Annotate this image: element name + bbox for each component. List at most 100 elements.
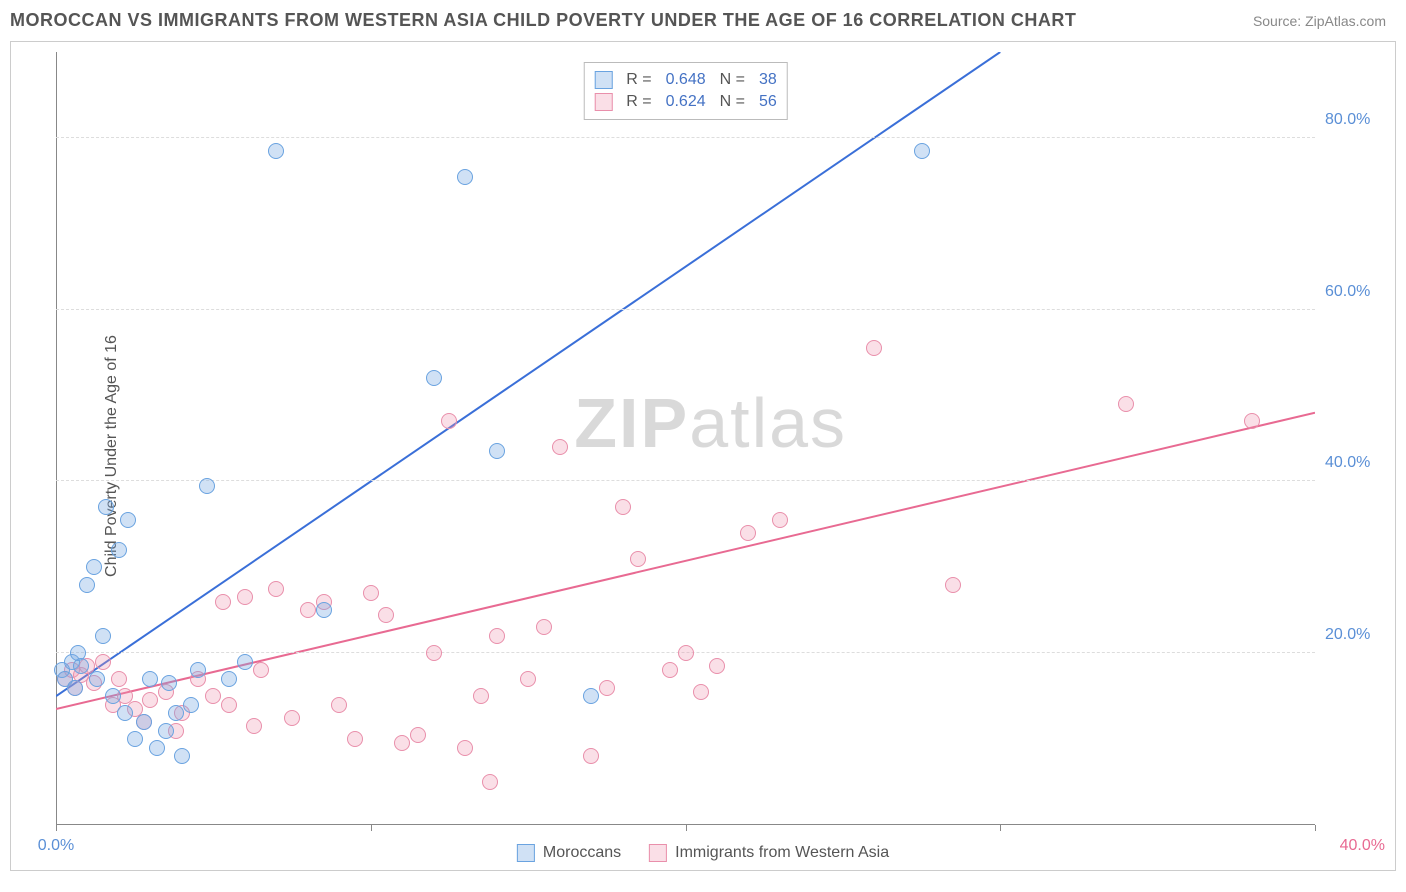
legend-swatch-pink <box>649 844 667 862</box>
data-point-pink <box>394 735 410 751</box>
r-label: R = <box>626 71 651 89</box>
watermark: ZIPatlas <box>574 383 847 463</box>
data-point-pink <box>300 602 316 618</box>
data-point-blue <box>183 697 199 713</box>
data-point-pink <box>866 340 882 356</box>
data-point-pink <box>630 551 646 567</box>
data-point-blue <box>914 143 930 159</box>
data-point-pink <box>693 684 709 700</box>
data-point-pink <box>268 581 284 597</box>
data-point-blue <box>86 559 102 575</box>
data-point-pink <box>363 585 379 601</box>
data-point-pink <box>457 740 473 756</box>
data-point-pink <box>772 512 788 528</box>
xtick-mark <box>1000 825 1001 831</box>
gridline-h <box>56 309 1315 310</box>
data-point-blue <box>316 602 332 618</box>
data-point-blue <box>89 671 105 687</box>
data-point-pink <box>615 499 631 515</box>
stats-swatch-blue <box>594 71 612 89</box>
data-point-blue <box>489 443 505 459</box>
data-point-pink <box>246 718 262 734</box>
r-value-pink: 0.624 <box>666 93 706 111</box>
data-point-pink <box>95 654 111 670</box>
data-point-blue <box>199 478 215 494</box>
data-point-pink <box>253 662 269 678</box>
ytick-label: 40.0% <box>1325 454 1385 472</box>
y-axis <box>56 52 57 825</box>
data-point-pink <box>662 662 678 678</box>
stats-box: R = 0.648 N = 38 R = 0.624 N = 56 <box>583 62 788 120</box>
data-point-pink <box>378 607 394 623</box>
data-point-pink <box>441 413 457 429</box>
data-point-pink <box>709 658 725 674</box>
data-point-pink <box>205 688 221 704</box>
legend-label-pink: Immigrants from Western Asia <box>675 844 889 862</box>
r-value-blue: 0.648 <box>666 71 706 89</box>
data-point-blue <box>136 714 152 730</box>
stats-row-pink: R = 0.624 N = 56 <box>594 91 777 113</box>
data-point-blue <box>67 680 83 696</box>
data-point-blue <box>168 705 184 721</box>
data-point-pink <box>520 671 536 687</box>
stats-row-blue: R = 0.648 N = 38 <box>594 69 777 91</box>
data-point-blue <box>142 671 158 687</box>
data-point-pink <box>1118 396 1134 412</box>
n-value-pink: 56 <box>759 93 777 111</box>
trend-line-blue <box>56 52 1000 696</box>
xtick-mark <box>1315 825 1316 831</box>
data-point-pink <box>331 697 347 713</box>
r-label: R = <box>626 93 651 111</box>
chart-header: MOROCCAN VS IMMIGRANTS FROM WESTERN ASIA… <box>0 0 1406 36</box>
data-point-pink <box>945 577 961 593</box>
data-point-blue <box>174 748 190 764</box>
data-point-blue <box>161 675 177 691</box>
data-point-pink <box>284 710 300 726</box>
xtick-label-right: 40.0% <box>1340 837 1385 855</box>
data-point-blue <box>79 577 95 593</box>
data-point-pink <box>599 680 615 696</box>
data-point-pink <box>536 619 552 635</box>
data-point-blue <box>268 143 284 159</box>
data-point-pink <box>347 731 363 747</box>
stats-swatch-pink <box>594 93 612 111</box>
n-value-blue: 38 <box>759 71 777 89</box>
ytick-label: 20.0% <box>1325 626 1385 644</box>
data-point-blue <box>98 499 114 515</box>
bottom-legend: Moroccans Immigrants from Western Asia <box>517 844 889 862</box>
data-point-pink <box>215 594 231 610</box>
data-point-blue <box>95 628 111 644</box>
data-point-blue <box>237 654 253 670</box>
gridline-h <box>56 480 1315 481</box>
data-point-pink <box>740 525 756 541</box>
legend-swatch-blue <box>517 844 535 862</box>
data-point-blue <box>117 705 133 721</box>
xtick-mark <box>56 825 57 831</box>
data-point-blue <box>73 658 89 674</box>
data-point-pink <box>489 628 505 644</box>
data-point-blue <box>111 542 127 558</box>
trend-lines <box>56 52 1315 825</box>
legend-item-pink: Immigrants from Western Asia <box>649 844 889 862</box>
data-point-pink <box>583 748 599 764</box>
data-point-pink <box>410 727 426 743</box>
data-point-blue <box>426 370 442 386</box>
chart-container: Child Poverty Under the Age of 16 ZIPatl… <box>10 41 1396 871</box>
data-point-blue <box>190 662 206 678</box>
data-point-blue <box>457 169 473 185</box>
xtick-mark <box>686 825 687 831</box>
chart-source: Source: ZipAtlas.com <box>1253 13 1386 29</box>
n-label: N = <box>720 93 745 111</box>
data-point-pink <box>482 774 498 790</box>
data-point-blue <box>158 723 174 739</box>
n-label: N = <box>720 71 745 89</box>
data-point-blue <box>127 731 143 747</box>
data-point-pink <box>426 645 442 661</box>
data-point-pink <box>237 589 253 605</box>
data-point-blue <box>105 688 121 704</box>
data-point-pink <box>1244 413 1260 429</box>
xtick-label-left: 0.0% <box>38 837 74 855</box>
plot-area: ZIPatlas R = 0.648 N = 38 R = 0.624 N = … <box>56 52 1315 825</box>
data-point-pink <box>111 671 127 687</box>
data-point-pink <box>221 697 237 713</box>
